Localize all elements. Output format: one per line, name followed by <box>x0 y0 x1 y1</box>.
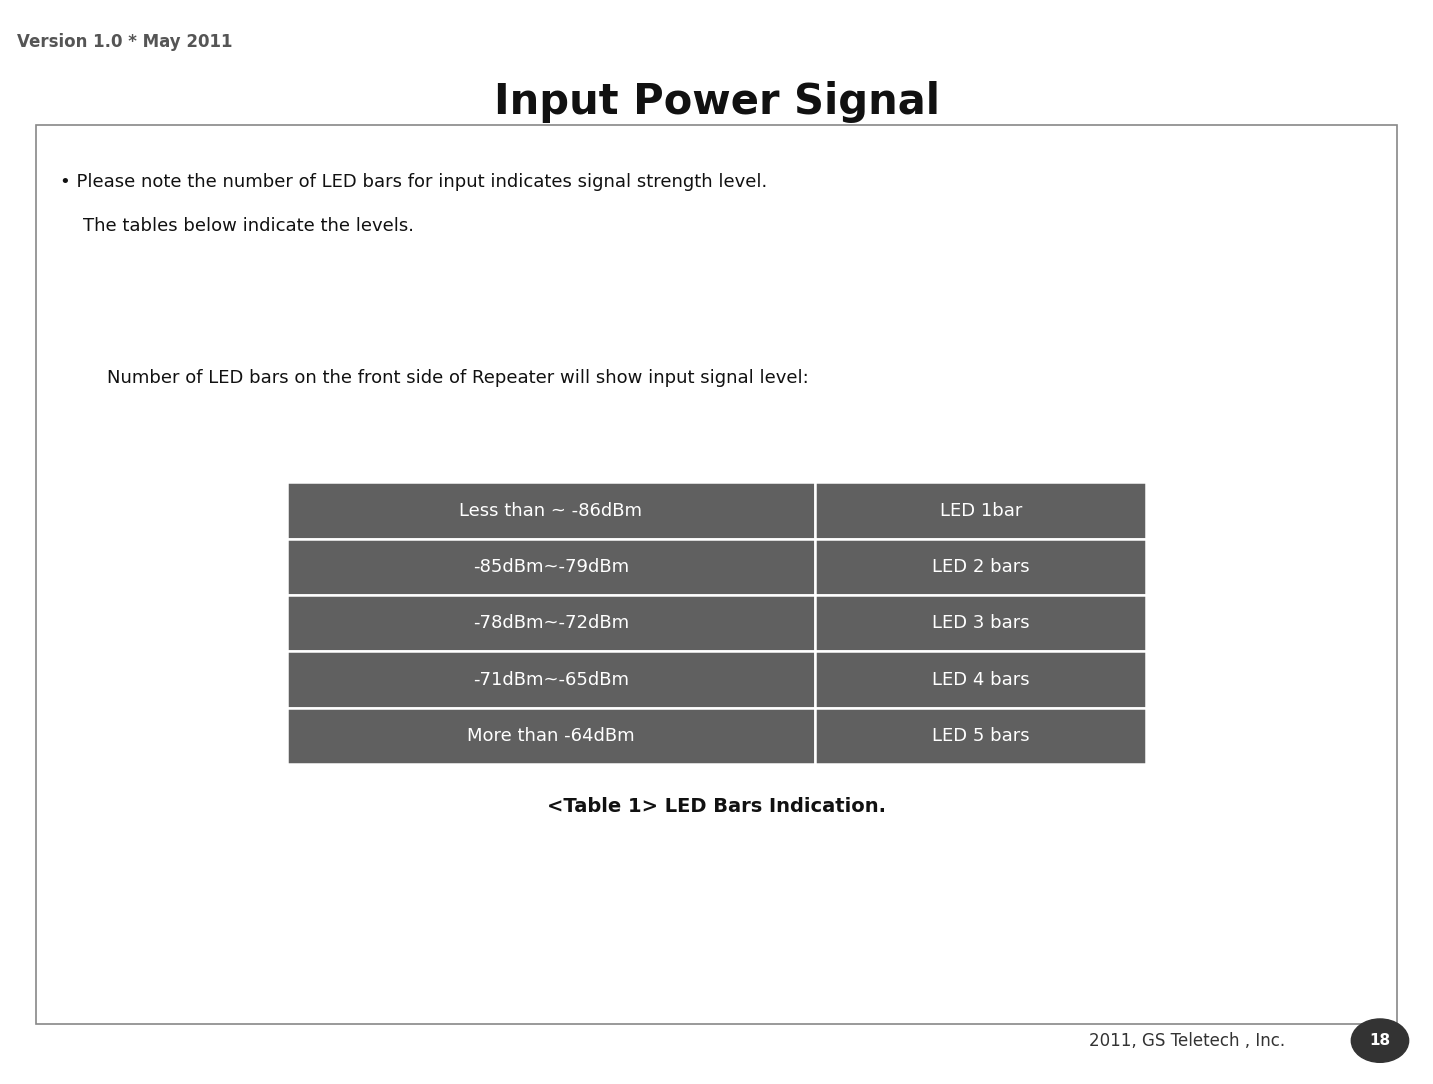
Bar <box>815 482 1146 539</box>
Text: LED 4 bars: LED 4 bars <box>931 671 1030 688</box>
Text: 2011, GS Teletech , Inc.: 2011, GS Teletech , Inc. <box>1089 1032 1285 1049</box>
Text: Number of LED bars on the front side of Repeater will show input signal level:: Number of LED bars on the front side of … <box>107 369 810 387</box>
Text: • Please note the number of LED bars for input indicates signal strength level.: • Please note the number of LED bars for… <box>60 173 768 192</box>
Bar <box>287 595 815 651</box>
Text: LED 2 bars: LED 2 bars <box>931 558 1030 576</box>
Bar <box>287 708 815 764</box>
Text: Less than ~ -86dBm: Less than ~ -86dBm <box>460 502 642 519</box>
Bar <box>815 539 1146 595</box>
Bar <box>815 595 1146 651</box>
Text: LED 5 bars: LED 5 bars <box>931 727 1030 745</box>
Text: <Table 1> LED Bars Indication.: <Table 1> LED Bars Indication. <box>547 797 886 816</box>
Bar <box>287 539 815 595</box>
Text: Input Power Signal: Input Power Signal <box>493 81 940 124</box>
Bar <box>815 708 1146 764</box>
Bar <box>815 651 1146 708</box>
Text: The tables below indicate the levels.: The tables below indicate the levels. <box>83 217 414 235</box>
Text: LED 1bar: LED 1bar <box>940 502 1022 519</box>
Circle shape <box>1351 1019 1409 1062</box>
Text: 18: 18 <box>1370 1033 1390 1048</box>
Bar <box>36 125 1397 1024</box>
Text: LED 3 bars: LED 3 bars <box>931 615 1030 632</box>
Text: -71dBm~-65dBm: -71dBm~-65dBm <box>473 671 629 688</box>
Text: -85dBm~-79dBm: -85dBm~-79dBm <box>473 558 629 576</box>
Bar <box>287 482 815 539</box>
Text: -78dBm~-72dBm: -78dBm~-72dBm <box>473 615 629 632</box>
Text: Version 1.0 * May 2011: Version 1.0 * May 2011 <box>17 33 232 51</box>
Text: More than -64dBm: More than -64dBm <box>467 727 635 745</box>
Bar <box>287 651 815 708</box>
